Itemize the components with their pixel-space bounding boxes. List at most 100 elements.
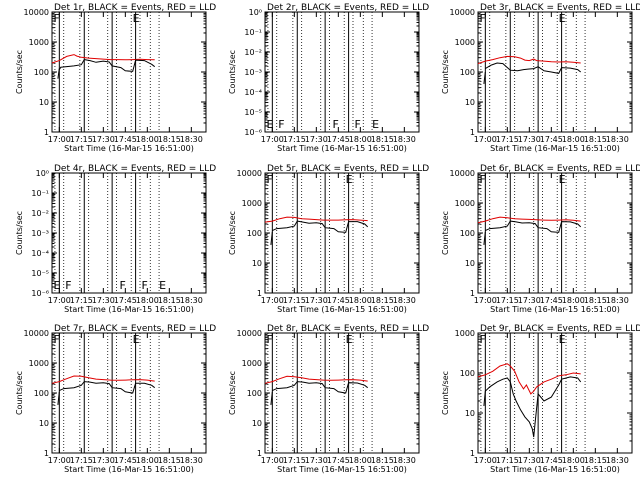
panel-title: Det 5r, BLACK = Events, RED = LLD	[267, 164, 429, 174]
events-series-start	[483, 231, 486, 245]
x-tick-label: 18:15	[371, 296, 394, 305]
y-tick-label: 1	[470, 449, 475, 458]
x-tick-label: 17:45	[327, 296, 350, 305]
panel-title: Det 2r, BLACK = Events, RED = LLD	[267, 3, 429, 13]
x-tick-label: 18:15	[158, 456, 181, 465]
y-tick-label: 1	[470, 128, 475, 137]
y-tick-label: 10⁰	[249, 8, 262, 17]
y-axis-label: Counts/sec	[228, 371, 237, 415]
x-axis-label: Start Time (16-Mar-15 16:51:00)	[64, 305, 194, 314]
y-tick-label: 10	[252, 259, 262, 268]
flag-marker: F	[53, 333, 59, 346]
y-tick-label: 1	[44, 128, 49, 137]
lld-series	[477, 363, 581, 395]
flag-marker: E	[133, 12, 140, 25]
x-tick-label: 18:00	[349, 135, 372, 144]
events-series-start	[57, 68, 60, 79]
flag-marker: E	[133, 333, 140, 346]
events-series	[484, 376, 582, 438]
x-tick-label: 18:00	[136, 135, 159, 144]
x-tick-label: 17:00	[261, 135, 284, 144]
y-axis-label: Counts/sec	[228, 211, 237, 255]
y-tick-label: 1000	[29, 38, 49, 47]
plot-frame	[51, 332, 207, 454]
x-tick-label: 18:30	[180, 456, 203, 465]
y-tick-label: 10⁻⁵	[31, 269, 49, 278]
y-tick-label: 10000	[450, 8, 475, 17]
y-tick-label: 1000	[242, 199, 262, 208]
x-tick-label: 18:30	[393, 296, 416, 305]
y-axis-label: Counts/sec	[15, 50, 24, 94]
plot-frame	[51, 172, 207, 294]
plot-frame	[477, 332, 633, 454]
x-tick-label: 18:30	[393, 135, 416, 144]
x-tick-label: 17:30	[92, 135, 115, 144]
x-tick-label: 17:15	[283, 296, 306, 305]
events-series-start	[270, 391, 273, 405]
x-tick-label: 17:30	[518, 135, 541, 144]
y-axis-label: Counts/sec	[441, 371, 450, 415]
panel-p2: Det 2r, BLACK = Events, RED = LLD 10⁻⁶ 10⁻…	[228, 3, 429, 153]
flag-marker: F	[266, 173, 272, 186]
x-tick-label: 18:30	[606, 296, 629, 305]
x-tick-label: 18:30	[393, 456, 416, 465]
panel-title: Det 3r, BLACK = Events, RED = LLD	[480, 3, 640, 13]
panel-p7: Det 7r, BLACK = Events, RED = LLD 10000 10…	[15, 324, 216, 474]
x-tick-label: 17:15	[70, 135, 93, 144]
events-series	[272, 381, 369, 394]
y-tick-label: 10⁻¹	[244, 28, 262, 37]
events-series-start	[483, 71, 486, 84]
flag-marker: F	[278, 118, 284, 131]
flag-marker: F	[479, 12, 485, 25]
y-tick-label: 10⁻²	[31, 209, 49, 218]
x-axis-label: Start Time (16-Mar-15 16:51:00)	[277, 144, 407, 153]
y-axis-label: Counts/sec	[15, 371, 24, 415]
flag-marker: E	[266, 118, 273, 131]
x-tick-label: 17:30	[92, 456, 115, 465]
x-axis-label: Start Time (16-Mar-15 16:51:00)	[277, 465, 407, 474]
x-tick-label: 17:00	[474, 135, 497, 144]
x-tick-label: 17:45	[327, 456, 350, 465]
events-series	[272, 220, 369, 233]
events-series-start	[270, 231, 273, 245]
y-tick-label: 100	[460, 369, 475, 378]
y-tick-label: 10⁻³	[244, 68, 262, 77]
x-tick-label: 17:45	[114, 296, 137, 305]
plot-frame	[264, 11, 420, 133]
flag-marker: F	[479, 173, 485, 186]
events-series	[59, 381, 156, 394]
x-tick-label: 17:00	[474, 456, 497, 465]
x-axis-label: Start Time (16-Mar-15 16:51:00)	[490, 465, 620, 474]
x-tick-label: 17:30	[518, 456, 541, 465]
x-tick-label: 18:15	[371, 135, 394, 144]
y-tick-label: 10000	[24, 8, 49, 17]
flag-marker: E	[559, 173, 566, 186]
x-tick-label: 17:30	[518, 296, 541, 305]
x-tick-label: 17:00	[48, 296, 71, 305]
x-tick-label: 18:00	[349, 456, 372, 465]
x-tick-label: 17:45	[327, 135, 350, 144]
flag-marker: E	[346, 333, 353, 346]
panel-title: Det 1r, BLACK = Events, RED = LLD	[54, 3, 216, 13]
x-tick-label: 17:00	[261, 296, 284, 305]
y-tick-label: 10⁻⁴	[244, 88, 262, 97]
x-axis-label: Start Time (16-Mar-15 16:51:00)	[64, 144, 194, 153]
x-tick-label: 17:00	[48, 456, 71, 465]
y-tick-label: 10	[252, 419, 262, 428]
y-tick-label: 10	[39, 419, 49, 428]
plot-frame	[477, 172, 633, 294]
lld-series	[51, 375, 155, 384]
x-tick-label: 17:45	[540, 296, 563, 305]
y-axis-label: Counts/sec	[441, 50, 450, 94]
x-tick-label: 17:15	[283, 456, 306, 465]
x-axis-label: Start Time (16-Mar-15 16:51:00)	[64, 465, 194, 474]
plot-frame	[264, 172, 420, 294]
x-tick-label: 17:30	[92, 296, 115, 305]
y-tick-label: 1000	[455, 38, 475, 47]
x-tick-label: 17:15	[496, 296, 519, 305]
flag-marker: E	[559, 333, 566, 346]
y-tick-label: 10000	[237, 169, 262, 178]
x-tick-label: 18:15	[584, 296, 607, 305]
y-tick-label: 10000	[450, 169, 475, 178]
